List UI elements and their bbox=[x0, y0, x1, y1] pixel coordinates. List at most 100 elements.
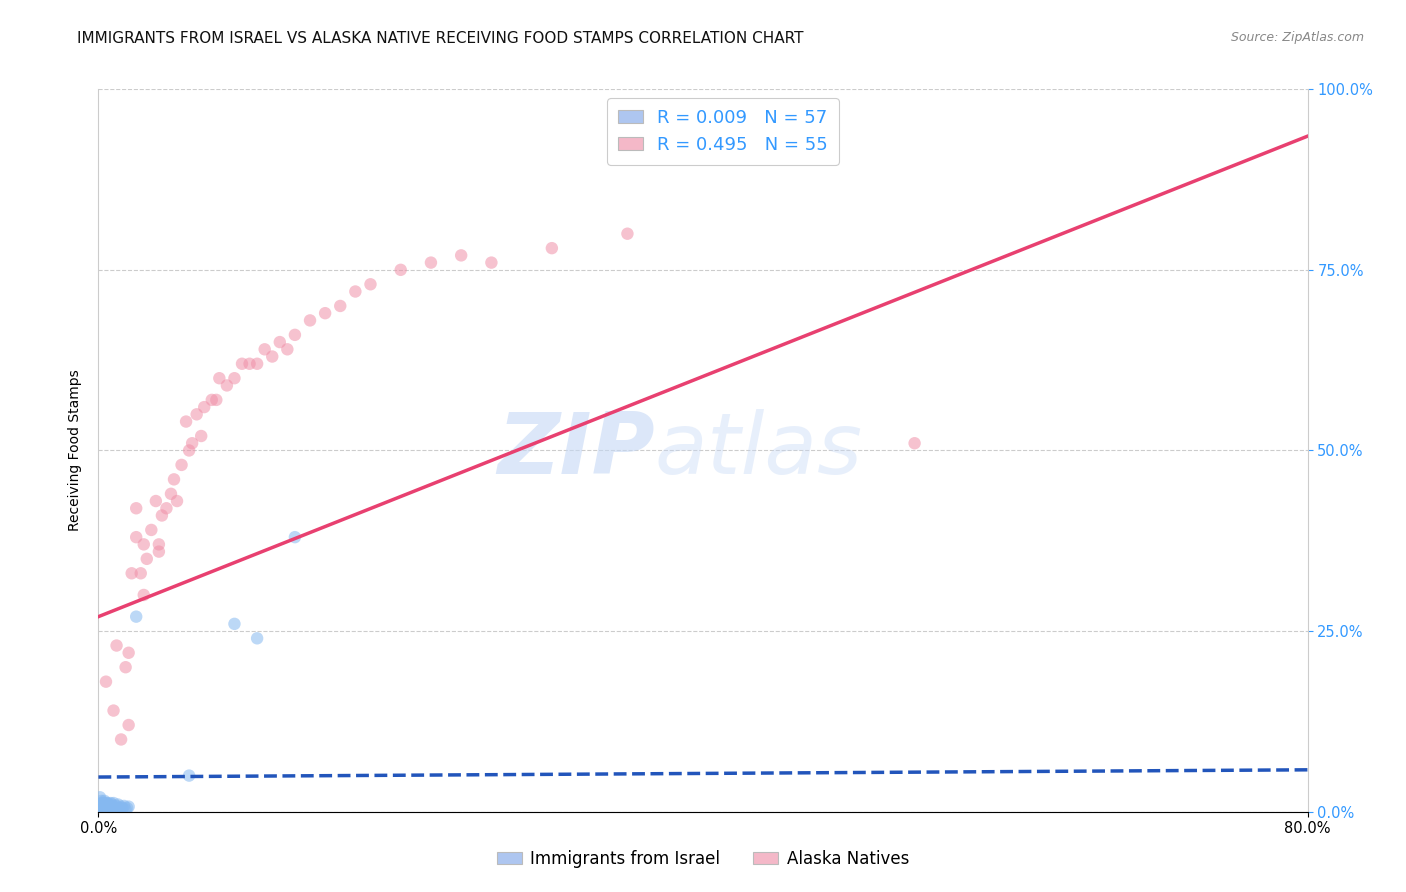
Point bbox=[344, 285, 367, 299]
Point bbox=[150, 508, 173, 523]
Text: ZIP: ZIP bbox=[496, 409, 655, 492]
Point bbox=[115, 801, 138, 815]
Point bbox=[112, 799, 135, 814]
Point bbox=[186, 407, 208, 421]
Point bbox=[91, 799, 114, 814]
Point bbox=[121, 566, 143, 581]
Text: IMMIGRANTS FROM ISRAEL VS ALASKA NATIVE RECEIVING FOOD STAMPS CORRELATION CHART: IMMIGRANTS FROM ISRAEL VS ALASKA NATIVE … bbox=[77, 31, 804, 46]
Point bbox=[90, 801, 112, 815]
Point bbox=[201, 392, 224, 407]
Point bbox=[98, 797, 121, 812]
Point bbox=[100, 796, 122, 810]
Point bbox=[105, 799, 128, 814]
Point bbox=[284, 530, 307, 544]
Point bbox=[239, 357, 262, 371]
Point bbox=[89, 804, 111, 818]
Legend: Immigrants from Israel, Alaska Natives: Immigrants from Israel, Alaska Natives bbox=[491, 844, 915, 875]
Point bbox=[103, 796, 125, 810]
Text: atlas: atlas bbox=[655, 409, 863, 492]
Point bbox=[89, 799, 111, 814]
Point bbox=[181, 436, 204, 450]
Point bbox=[91, 796, 114, 810]
Point bbox=[450, 248, 472, 262]
Point bbox=[93, 804, 115, 818]
Point bbox=[108, 801, 131, 815]
Point bbox=[616, 227, 638, 241]
Point bbox=[90, 799, 112, 814]
Point bbox=[96, 799, 118, 814]
Point bbox=[246, 357, 269, 371]
Point bbox=[89, 797, 111, 812]
Point bbox=[193, 400, 215, 414]
Point bbox=[105, 803, 128, 817]
Point bbox=[141, 523, 163, 537]
Point bbox=[284, 327, 307, 342]
Point bbox=[96, 801, 118, 815]
Point bbox=[100, 801, 122, 815]
Point bbox=[94, 674, 117, 689]
Point bbox=[111, 801, 134, 815]
Point bbox=[93, 799, 115, 814]
Point bbox=[114, 803, 136, 817]
Point bbox=[103, 704, 125, 718]
Point bbox=[299, 313, 322, 327]
Point bbox=[224, 616, 246, 631]
Y-axis label: Receiving Food Stamps: Receiving Food Stamps bbox=[69, 369, 83, 532]
Point bbox=[89, 801, 111, 815]
Point bbox=[91, 799, 114, 814]
Point bbox=[148, 544, 170, 558]
Point bbox=[93, 797, 115, 812]
Point bbox=[246, 632, 269, 646]
Point bbox=[89, 803, 111, 817]
Point bbox=[103, 799, 125, 814]
Point bbox=[360, 277, 382, 292]
Point bbox=[253, 343, 276, 357]
Point bbox=[224, 371, 246, 385]
Point bbox=[94, 796, 117, 810]
Point bbox=[540, 241, 562, 255]
Point bbox=[276, 343, 298, 357]
Point bbox=[129, 566, 152, 581]
Point bbox=[215, 378, 238, 392]
Point bbox=[174, 415, 197, 429]
Point bbox=[118, 718, 141, 732]
Point bbox=[179, 443, 201, 458]
Point bbox=[107, 797, 129, 812]
Point bbox=[100, 799, 122, 814]
Point bbox=[145, 494, 167, 508]
Point bbox=[94, 801, 117, 815]
Point bbox=[101, 797, 124, 812]
Point bbox=[93, 794, 115, 808]
Point bbox=[262, 350, 284, 364]
Point bbox=[94, 799, 117, 814]
Point bbox=[118, 799, 141, 814]
Point bbox=[110, 732, 132, 747]
Point bbox=[166, 494, 188, 508]
Legend: R = 0.009   N = 57, R = 0.495   N = 55: R = 0.009 N = 57, R = 0.495 N = 55 bbox=[607, 98, 839, 165]
Point bbox=[90, 804, 112, 818]
Point bbox=[269, 334, 291, 349]
Point bbox=[205, 392, 228, 407]
Point bbox=[135, 551, 157, 566]
Point bbox=[118, 646, 141, 660]
Point bbox=[91, 803, 114, 817]
Point bbox=[132, 588, 155, 602]
Point bbox=[132, 537, 155, 551]
Point bbox=[90, 796, 112, 810]
Text: Source: ZipAtlas.com: Source: ZipAtlas.com bbox=[1230, 31, 1364, 45]
Point bbox=[208, 371, 231, 385]
Point bbox=[91, 803, 114, 817]
Point bbox=[160, 487, 183, 501]
Point bbox=[389, 262, 412, 277]
Point bbox=[481, 255, 503, 269]
Point bbox=[90, 794, 112, 808]
Point bbox=[89, 803, 111, 817]
Point bbox=[329, 299, 352, 313]
Point bbox=[94, 803, 117, 817]
Point bbox=[96, 796, 118, 810]
Point bbox=[314, 306, 336, 320]
Point bbox=[420, 255, 443, 269]
Point bbox=[91, 797, 114, 812]
Point bbox=[231, 357, 253, 371]
Point bbox=[125, 530, 148, 544]
